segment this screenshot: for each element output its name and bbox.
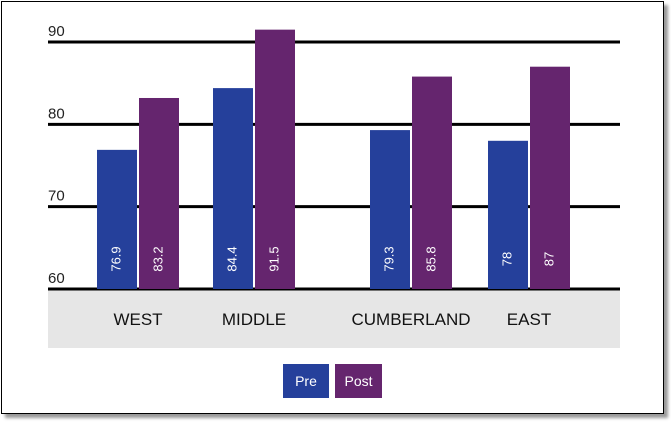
data-label: 85.8 <box>423 246 438 271</box>
y-tick-label: 70 <box>48 188 65 205</box>
bars: 76.9 83.2 84.4 91.5 79.3 85.8 78 87 <box>97 29 570 290</box>
data-label: 83.2 <box>150 246 165 271</box>
x-category-label: MIDDLE <box>222 310 286 329</box>
x-category-label: EAST <box>507 310 551 329</box>
x-axis-categories: WEST MIDDLE CUMBERLAND EAST <box>113 310 551 329</box>
legend-label-pre: Pre <box>295 373 317 389</box>
x-category-label: CUMBERLAND <box>351 310 470 329</box>
bar-pre-middle <box>213 88 253 290</box>
bar-post-middle <box>255 29 295 290</box>
y-axis-ticks: 60 70 80 90 <box>48 23 65 287</box>
data-label: 91.5 <box>266 246 281 271</box>
legend-swatch-post <box>335 364 382 398</box>
bar-post-cumberland <box>412 76 452 289</box>
y-tick-label: 60 <box>48 270 65 287</box>
data-label: 87 <box>541 252 556 266</box>
legend-swatch-pre <box>283 364 329 398</box>
x-category-label: WEST <box>113 310 162 329</box>
legend: Pre Post <box>283 364 382 398</box>
y-tick-label: 90 <box>48 23 65 40</box>
data-label: 79.3 <box>381 246 396 271</box>
bar-pre-west <box>97 149 137 289</box>
legend-label-post: Post <box>344 373 372 389</box>
bar-post-west <box>139 97 179 289</box>
data-label: 76.9 <box>108 246 123 271</box>
category-band <box>48 290 620 348</box>
bar-post-east <box>530 66 570 289</box>
bar-pre-cumberland <box>370 130 410 289</box>
data-label: 84.4 <box>224 246 239 271</box>
data-label: 78 <box>499 252 514 266</box>
bar-pre-east <box>488 140 528 289</box>
y-tick-label: 80 <box>48 105 65 122</box>
